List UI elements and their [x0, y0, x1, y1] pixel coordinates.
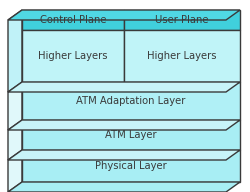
- Text: Higher Layers: Higher Layers: [147, 51, 217, 61]
- Text: ATM Adaptation Layer: ATM Adaptation Layer: [76, 96, 186, 106]
- Polygon shape: [8, 82, 240, 92]
- Text: User Plane: User Plane: [155, 15, 209, 25]
- Text: Control Plane: Control Plane: [40, 15, 106, 25]
- Polygon shape: [8, 182, 240, 192]
- Bar: [124, 30, 240, 82]
- Text: ATM Layer: ATM Layer: [105, 130, 157, 140]
- Polygon shape: [8, 120, 22, 160]
- Text: Higher Layers: Higher Layers: [38, 51, 108, 61]
- Bar: [22, 30, 124, 82]
- Bar: [22, 120, 240, 150]
- Polygon shape: [8, 10, 240, 20]
- Polygon shape: [8, 120, 240, 130]
- Bar: [124, 10, 240, 30]
- Polygon shape: [8, 82, 22, 130]
- Bar: [22, 150, 240, 182]
- Text: Physical Layer: Physical Layer: [95, 161, 167, 171]
- Bar: [22, 10, 124, 30]
- Bar: [22, 82, 240, 120]
- Polygon shape: [8, 10, 22, 92]
- Polygon shape: [8, 150, 22, 192]
- Polygon shape: [8, 150, 240, 160]
